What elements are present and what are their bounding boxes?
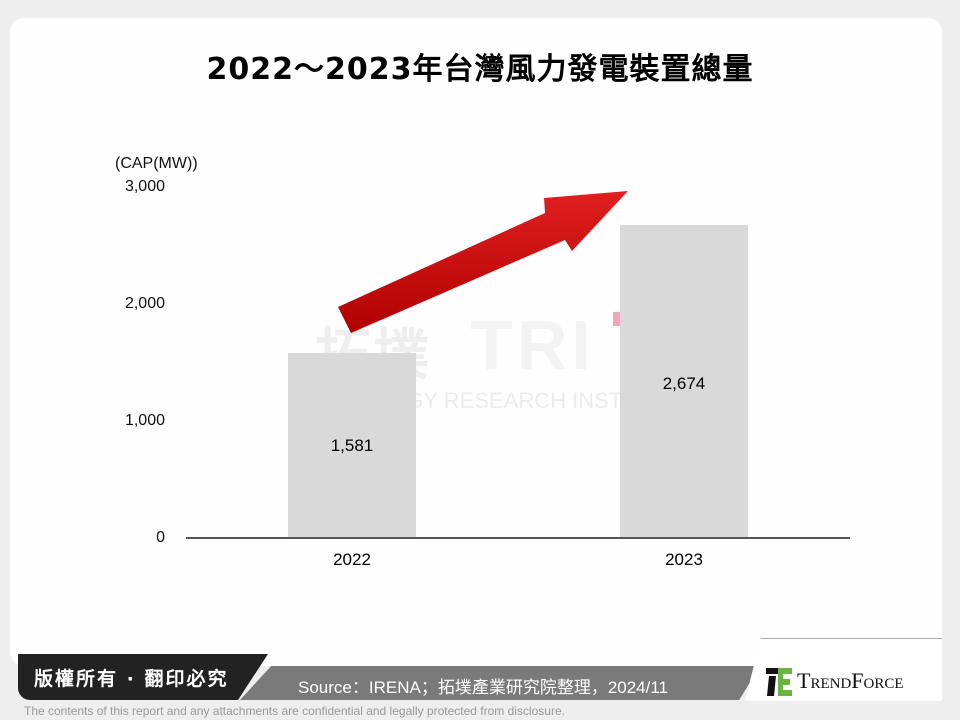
x-axis-line: [186, 537, 850, 539]
bar-value-2022: 1,581: [330, 436, 374, 455]
disclaimer-text: The contents of this report and any atta…: [24, 704, 565, 718]
copyright-text: 版權所有 · 翻印必究: [34, 668, 229, 690]
y-axis-unit-label: (CAP(MW)): [115, 155, 198, 172]
slide-card: [10, 18, 942, 666]
chart-title: 2022～2023年台灣風力發電裝置總量: [206, 52, 754, 87]
x-tick-2022: 2022: [333, 550, 371, 569]
bar-value-2023: 2,674: [662, 374, 706, 393]
copyright-bar: 版權所有 · 翻印必究: [18, 654, 268, 700]
y-tick-1000: 1,000: [124, 412, 165, 429]
x-tick-2023: 2023: [665, 550, 703, 569]
trendforce-logo-icon: [766, 668, 792, 696]
watermark-tri: TRI: [470, 305, 595, 385]
bar-2022: [288, 353, 416, 538]
y-tick-3000: 3,000: [124, 178, 165, 195]
y-tick-0: 0: [156, 529, 165, 546]
source-bar: Source：IRENA；拓墣產業研究院整理，2024/11: [240, 666, 760, 700]
y-tick-2000: 2,000: [124, 295, 165, 312]
trendforce-logo-text: TrendForce: [797, 668, 904, 693]
bar-2023: [620, 225, 748, 538]
source-text: Source：IRENA；拓墣產業研究院整理，2024/11: [298, 678, 669, 697]
